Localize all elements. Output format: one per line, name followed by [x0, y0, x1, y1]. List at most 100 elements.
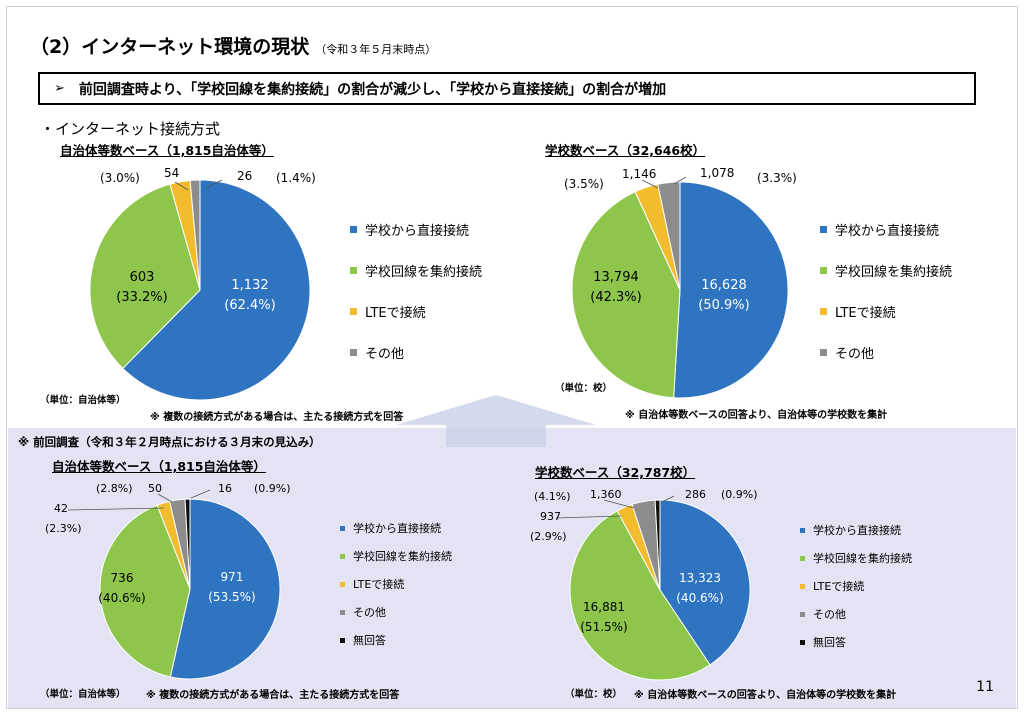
pie-chart-previous-school: 13,323 (40.6%) 16,881 (51.5%) 937 (2.9%) (4.1%… [530, 488, 758, 681]
legend-swatch [350, 267, 357, 274]
legend-label: 学校回線を集約接続 [813, 552, 912, 565]
leader-line [205, 179, 223, 189]
legend-label: LTEで接続 [813, 580, 865, 593]
pie-slice-aggregate [569, 510, 711, 681]
leader-line [661, 495, 675, 503]
note-previous-municipality: ※ 複数の接続方式がある場合は、主たる接続方式を回答 [146, 690, 400, 701]
pie-slice-noanswer [184, 498, 191, 590]
chart-title-current-school: 学校数ベース（32,646校） [545, 143, 706, 158]
legend-item-aggregate: 学校回線を集約接続 [800, 550, 912, 566]
data-label-lte-value: 1,146 [622, 167, 656, 181]
legend-swatch [820, 349, 827, 356]
leader-line [190, 489, 211, 499]
legend-swatch [340, 637, 345, 643]
note-current-school: ※ 自治体等数ベースの回答より、自治体等の学校数を集計 [625, 410, 888, 421]
note-previous-school: ※ 自治体等数ベースの回答より、自治体等の学校数を集計 [634, 690, 897, 701]
page-number: 11 [976, 679, 994, 695]
data-label-agg-value: 736 [111, 571, 134, 585]
arrow-bullet-icon: ➢ [54, 81, 65, 96]
legend-item-direct: 学校から直接接続 [350, 220, 482, 239]
data-label-agg-value: 16,881 [583, 600, 625, 614]
data-label-agg-pct: (33.2%) [116, 290, 167, 305]
data-label-lte-pct: (3.0%) [100, 171, 140, 185]
data-label-agg-value: 603 [130, 270, 155, 285]
transition-arrow-icon [396, 395, 596, 447]
legend-item-lte: LTEで接続 [820, 302, 952, 321]
data-label-lte-value: 42 [54, 502, 68, 515]
section-label: ・インターネット接続方式 [40, 120, 221, 138]
legend-swatch [800, 527, 805, 533]
legend-swatch [340, 553, 345, 559]
legend-label: LTEで接続 [835, 306, 896, 321]
legend-item-lte: LTEで接続 [340, 576, 452, 592]
legend-swatch [350, 226, 357, 233]
pie-slice-aggregate [89, 183, 201, 370]
legend-item-direct: 学校から直接接続 [340, 520, 452, 536]
legend-label: 無回答 [353, 634, 386, 647]
legend-item-lte: LTEで接続 [800, 578, 912, 594]
pie-slice-aggregate [99, 504, 191, 678]
legend-swatch [820, 267, 827, 274]
unit-label: （単位：校） [555, 383, 613, 394]
unit-label: （単位：自治体等） [40, 689, 126, 700]
legend-label: 学校から直接接続 [353, 522, 441, 535]
legend-swatch [340, 525, 345, 531]
legend-item-other: その他 [800, 606, 912, 622]
legend-label: 学校回線を集約接続 [365, 265, 483, 280]
legend-swatch [820, 226, 827, 233]
summary-box: ➢ 前回調査時より、「学校回線を集約接続」の割合が減少し、「学校から直接接続」の… [38, 72, 976, 105]
legend-label: その他 [353, 606, 386, 619]
title-date-note: （令和３年５月末時点） [315, 43, 437, 56]
data-label-lte-pct: (2.3%) [45, 522, 82, 535]
data-label-direct-value: 1,132 [231, 278, 268, 293]
legend-swatch [340, 581, 345, 587]
pie-chart-current-municipality: 1,132 (62.4%) 603 (33.2%) (3.0%) 54 26 (1.4%) [89, 166, 316, 401]
legend-label: その他 [813, 608, 846, 621]
data-label-other-pct: (2.8%) [96, 482, 133, 495]
data-label-noanswer-value: 16 [218, 482, 232, 495]
data-label-lte-pct: (3.5%) [564, 177, 604, 191]
legend-item-direct: 学校から直接接続 [800, 522, 912, 538]
data-label-agg-pct: (40.6%) [98, 591, 145, 605]
legend-current-municipality: 学校から直接接続 学校回線を集約接続 LTEで接続 その他 [350, 220, 482, 384]
leader-line [67, 507, 165, 511]
data-label-other-value: 1,360 [590, 488, 622, 501]
data-label-direct-value: 971 [221, 570, 244, 584]
pie-slice-direct [122, 179, 311, 401]
legend-item-noanswer: 無回答 [800, 634, 912, 650]
legend-swatch [350, 308, 357, 315]
chart-title-current-municipality: 自治体等数ベース（1,815自治体等） [60, 143, 274, 158]
legend-swatch [820, 308, 827, 315]
leader-line [603, 499, 635, 509]
leader-line [673, 176, 687, 185]
data-label-direct-pct: (40.6%) [676, 591, 723, 605]
data-label-direct-value: 13,323 [679, 571, 721, 585]
data-label-direct-value: 16,628 [701, 278, 747, 293]
leader-line [641, 179, 659, 189]
legend-label: その他 [835, 347, 875, 362]
legend-swatch [800, 611, 805, 617]
pie-chart-current-school: 16,628 (50.9%) 13,794 (42.3%) (3.5%) 1,146 1,0… [564, 166, 797, 399]
legend-previous-municipality: 学校から直接接続 学校回線を集約接続 LTEで接続 その他 無回答 [340, 520, 452, 660]
legend-swatch [800, 639, 805, 645]
pie-slice-direct [673, 181, 789, 399]
pie-slice-other [189, 179, 201, 291]
leader-line [157, 493, 173, 503]
summary-text: 前回調査時より、「学校回線を集約接続」の割合が減少し、「学校から直接接続」の割合… [78, 81, 667, 98]
pie-slice-aggregate [571, 191, 681, 399]
legend-label: 学校から直接接続 [813, 524, 901, 537]
data-label-other-value: 1,078 [700, 166, 734, 180]
data-label-agg-value: 13,794 [593, 270, 639, 285]
page-title: （2）インターネット環境の現状 （令和３年５月末時点） [30, 36, 437, 58]
chart-title-previous-school: 学校数ベース（32,787校） [535, 465, 696, 480]
legend-item-lte: LTEで接続 [350, 302, 482, 321]
unit-label: （単位：校） [565, 689, 623, 700]
data-label-noanswer-value: 286 [685, 488, 706, 501]
data-label-noanswer-pct: (0.9%) [721, 488, 758, 501]
unit-label: （単位：自治体等） [40, 395, 126, 406]
data-label-direct-pct: (62.4%) [224, 298, 275, 313]
data-label-lte-value: 937 [540, 510, 561, 523]
legend-label: LTEで接続 [365, 306, 426, 321]
data-label-other-value: 26 [237, 169, 252, 183]
legend-label: 学校から直接接続 [835, 224, 940, 239]
